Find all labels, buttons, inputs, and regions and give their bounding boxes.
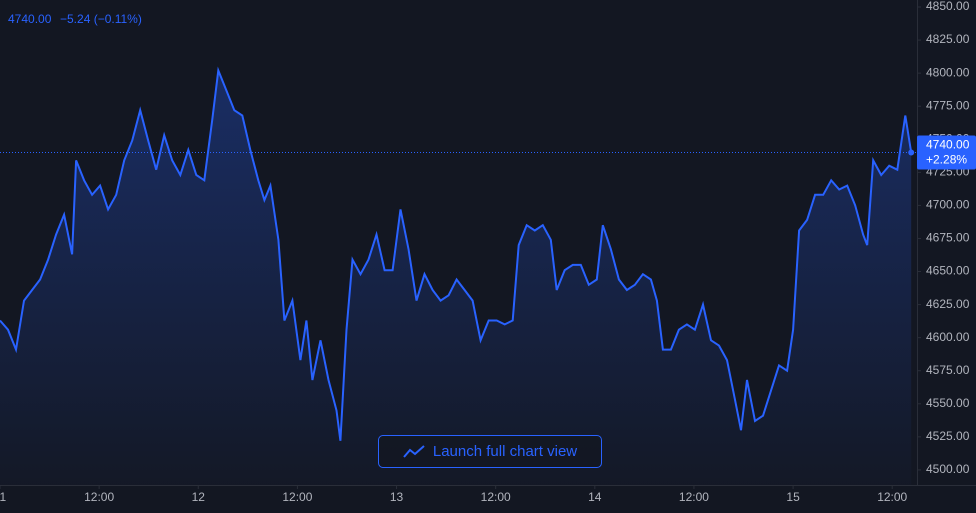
icon — [403, 444, 425, 458]
x-tick-label: 12:00 — [877, 490, 907, 504]
x-tick-label: 12:00 — [481, 490, 511, 504]
y-tick-label: 4825.00 — [926, 32, 970, 46]
y-tick-label: 4775.00 — [926, 98, 970, 112]
y-tick-label: 4700.00 — [926, 198, 970, 212]
x-tick-label: 13 — [390, 490, 404, 504]
x-tick-label: 12:00 — [282, 490, 312, 504]
last-point — [908, 149, 915, 156]
x-tick-label: 14 — [588, 490, 602, 504]
y-tick-label: 4500.00 — [926, 462, 970, 476]
x-tick-label: 12:00 — [679, 490, 709, 504]
x-tick-label: 15 — [786, 490, 800, 504]
x-tick-label: 12:00 — [84, 490, 114, 504]
x-tick-label: 12 — [192, 490, 206, 504]
y-tick-label: 4575.00 — [926, 363, 970, 377]
y-tick-label: 4800.00 — [926, 65, 970, 79]
y-tick-label: 4525.00 — [926, 429, 970, 443]
launch-button[interactable]: Launch full chart view — [378, 435, 602, 468]
price-badge — [917, 135, 976, 170]
header-price: 4740.00 — [8, 12, 52, 26]
area-fill — [0, 70, 912, 485]
button-label[interactable]: Launch full chart view — [432, 443, 578, 460]
price-badge-change: +2.28% — [926, 153, 967, 167]
y-tick-label: 4600.00 — [926, 330, 970, 344]
x-tick-label: 11 — [0, 490, 7, 504]
y-tick-label: 4850.00 — [926, 0, 970, 13]
header-change: −5.24 (−0.11%) — [60, 12, 142, 26]
y-tick-label: 4625.00 — [926, 297, 970, 311]
price-badge-value: 4740.00 — [926, 138, 970, 152]
plot — [0, 66, 917, 485]
price-line — [0, 66, 913, 441]
y-tick-label: 4675.00 — [926, 231, 970, 245]
y-tick-label: 4550.00 — [926, 396, 970, 410]
y-tick-label: 4650.00 — [926, 264, 970, 278]
